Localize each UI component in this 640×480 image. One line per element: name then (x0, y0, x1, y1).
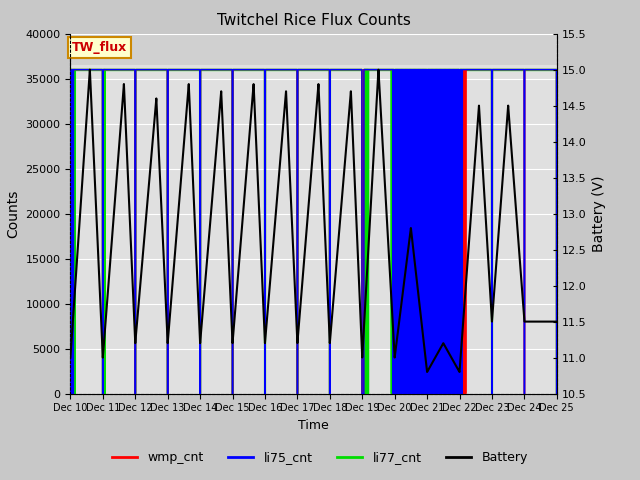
Legend: wmp_cnt, li75_cnt, li77_cnt, Battery: wmp_cnt, li75_cnt, li77_cnt, Battery (107, 446, 533, 469)
Bar (70, 34, 557, 65)
Bar (70, 65, 557, 394)
X-axis label: Time: Time (298, 419, 329, 432)
Y-axis label: Counts: Counts (6, 190, 20, 238)
Y-axis label: Battery (V): Battery (V) (592, 175, 606, 252)
Text: TW_flux: TW_flux (72, 41, 127, 54)
Title: Twitchel Rice Flux Counts: Twitchel Rice Flux Counts (217, 13, 410, 28)
